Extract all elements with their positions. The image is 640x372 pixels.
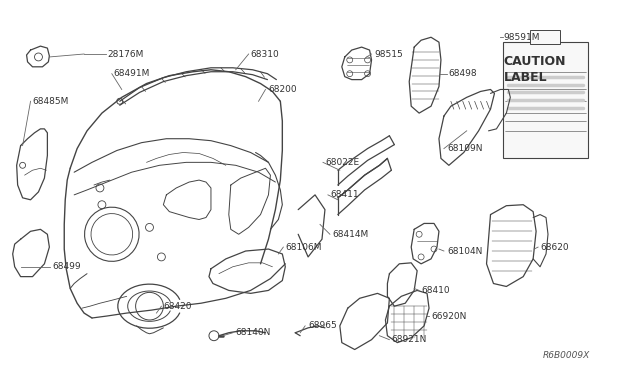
Text: 68140N: 68140N — [236, 328, 271, 337]
Text: 98591M: 98591M — [504, 33, 540, 42]
Text: 68410: 68410 — [421, 286, 450, 295]
FancyBboxPatch shape — [530, 31, 560, 44]
Text: 68485M: 68485M — [33, 97, 69, 106]
Text: 68499: 68499 — [52, 262, 81, 271]
Text: CAUTION: CAUTION — [504, 55, 566, 68]
Text: 68965: 68965 — [308, 321, 337, 330]
Text: 68414M: 68414M — [332, 230, 368, 239]
Text: 68411: 68411 — [330, 190, 358, 199]
Text: 68022E: 68022E — [325, 158, 359, 167]
Text: 68109N: 68109N — [447, 144, 483, 153]
Text: 68491M: 68491M — [114, 69, 150, 78]
Text: 68106M: 68106M — [285, 243, 322, 251]
Text: 68420: 68420 — [163, 302, 192, 311]
Text: 98515: 98515 — [374, 49, 403, 58]
Text: 68620: 68620 — [540, 243, 569, 251]
Text: 68498: 68498 — [449, 69, 477, 78]
Text: 68310: 68310 — [251, 49, 279, 58]
FancyBboxPatch shape — [504, 42, 588, 158]
Text: 68200: 68200 — [268, 85, 297, 94]
Text: R6B0009X: R6B0009X — [543, 351, 590, 360]
Text: LABEL: LABEL — [504, 71, 547, 84]
Text: 28176M: 28176M — [108, 49, 144, 58]
Text: 68921N: 68921N — [392, 335, 427, 344]
Text: 66920N: 66920N — [431, 311, 467, 321]
Text: 68104N: 68104N — [447, 247, 483, 256]
